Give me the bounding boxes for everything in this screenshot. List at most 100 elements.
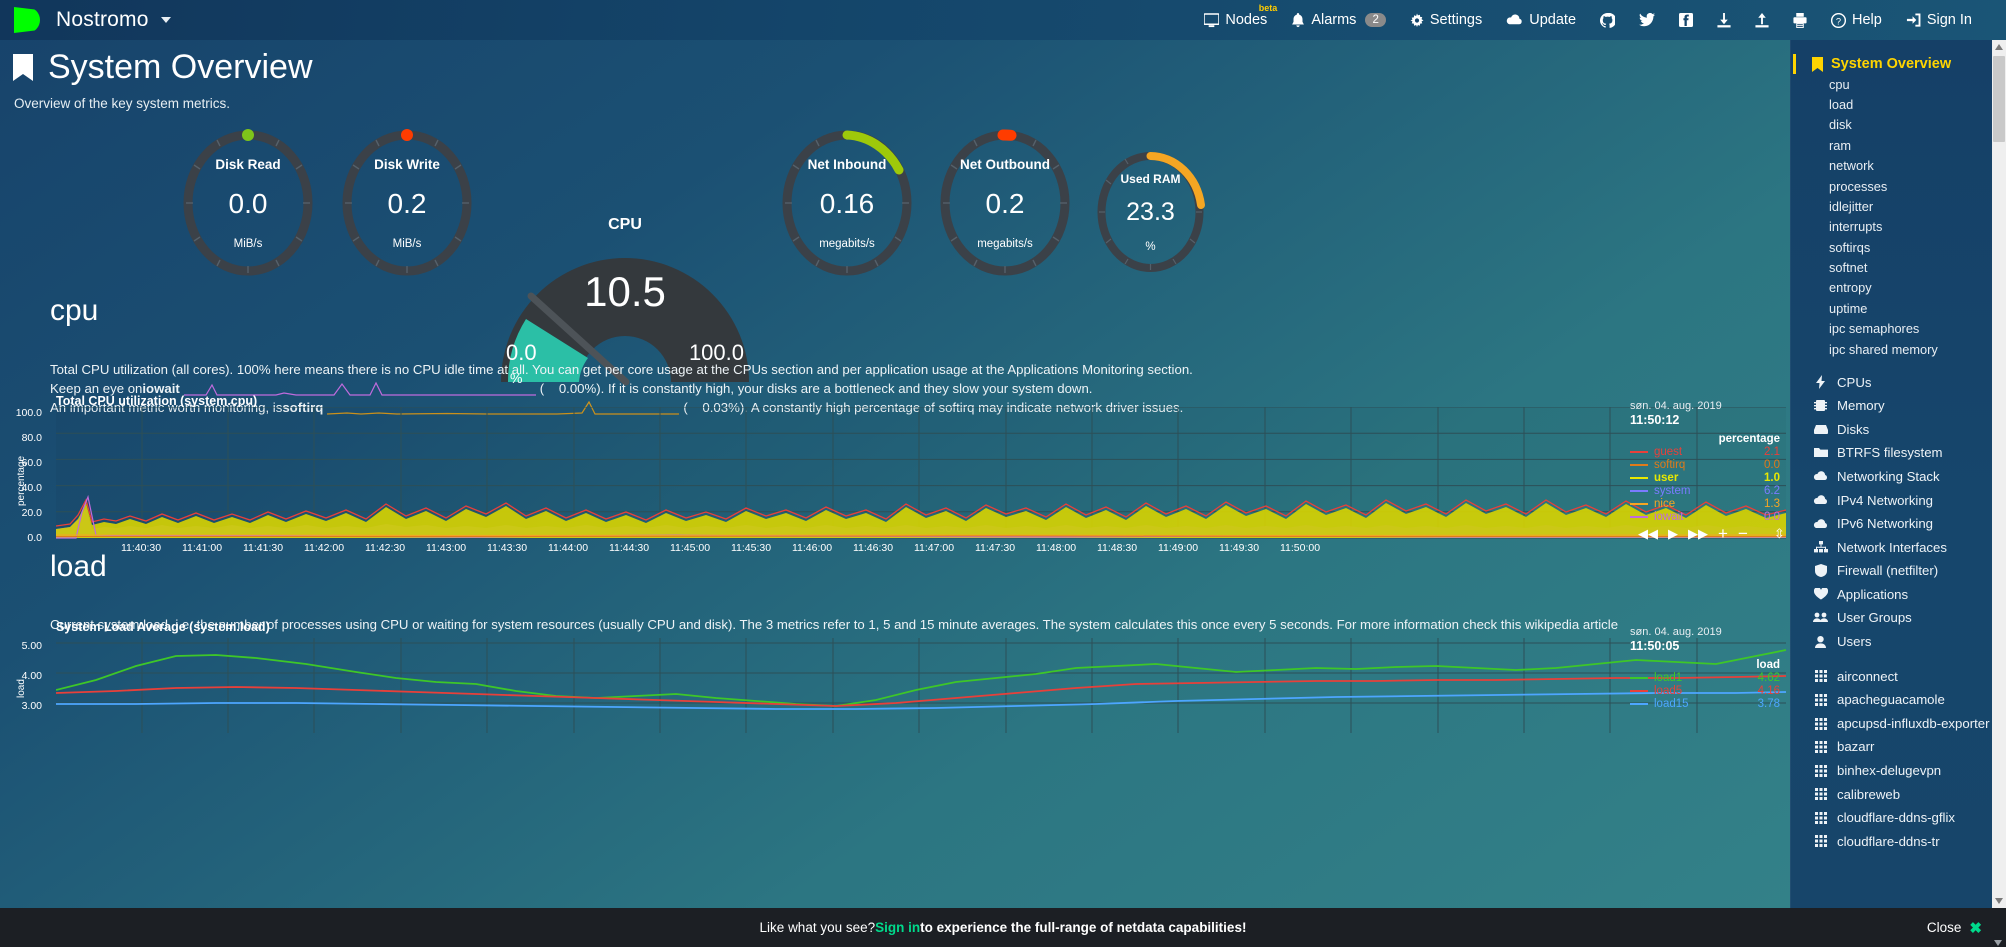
legend-item[interactable]: iowait 0.0	[1630, 511, 1780, 523]
sidebar-item-system-overview[interactable]: System Overview	[1793, 54, 2006, 74]
brand[interactable]: Nostromo	[0, 7, 171, 33]
forward-icon[interactable]: ▶▶	[1688, 526, 1708, 541]
gauge-disk-write[interactable]: Disk Write 0.2 MiB/s	[337, 128, 477, 278]
sidebar-item-uptime[interactable]: uptime	[1829, 300, 1868, 316]
page-scrollbar[interactable]	[1992, 40, 2006, 908]
chevron-down-icon[interactable]	[160, 17, 171, 23]
sidebar-item-users[interactable]: Users	[1791, 630, 2006, 654]
sidebar-item-interrupts[interactable]: interrupts	[1829, 219, 1883, 235]
export-icon	[1755, 12, 1769, 27]
close-icon[interactable]: ✖	[1969, 919, 1982, 937]
legend-item[interactable]: system 6.2	[1630, 485, 1780, 497]
sidebar-item-ipv4-networking[interactable]: IPv4 Networking	[1791, 488, 2006, 512]
scroll-down-caret-icon[interactable]	[1994, 940, 2002, 946]
sidebar-item-load[interactable]: load	[1829, 97, 1854, 113]
nav-alarms-label: Alarms	[1311, 12, 1357, 28]
nav-help[interactable]: ? Help	[1819, 0, 1894, 40]
sidebar-item-ipv6-networking[interactable]: IPv6 Networking	[1791, 512, 2006, 536]
legend-value: 4.16	[1757, 685, 1780, 697]
scroll-up-icon[interactable]	[1995, 44, 2003, 50]
gauge-net-inbound[interactable]: Net Inbound 0.16 megabits/s	[777, 128, 917, 278]
sidebar-item-memory[interactable]: Memory	[1791, 394, 2006, 418]
sidebar-item-ipc-shared-memory[interactable]: ipc shared memory	[1829, 341, 1938, 357]
sidebar-item-cloudflare-ddns-tr[interactable]: cloudflare-ddns-tr	[1791, 830, 2006, 854]
legend-item[interactable]: softirq 0.0	[1630, 459, 1780, 471]
sidebar-item-idlejitter[interactable]: idlejitter	[1829, 198, 1874, 214]
nav-nodes[interactable]: Nodes beta	[1192, 0, 1279, 40]
load-chart-container[interactable]: System Load Average (system.load) load 5…	[0, 620, 1790, 910]
sidebar-section-label: Users	[1837, 634, 1872, 650]
github-icon	[1600, 12, 1616, 28]
sidebar-item-firewall[interactable]: Firewall (netfilter)	[1791, 559, 2006, 583]
legend-label: softirq	[1654, 459, 1686, 471]
rewind-icon[interactable]: ◀◀	[1638, 526, 1658, 541]
cpu-para-2-paren-open: (	[539, 381, 559, 397]
scroll-down-icon[interactable]	[1995, 898, 2003, 904]
gauge-net-outbound[interactable]: Net Outbound 0.2 megabits/s	[935, 128, 1075, 278]
sidebar-item-calibreweb[interactable]: calibreweb	[1791, 782, 2006, 806]
sidebar-item-network-interfaces[interactable]: Network Interfaces	[1791, 535, 2006, 559]
sidebar-item-entropy[interactable]: entropy	[1829, 280, 1872, 296]
cpu-chart-container[interactable]: Total CPU utilization (system.cpu) perce…	[0, 394, 1790, 554]
xtick: 11:42:30	[364, 542, 406, 554]
gauge-disk-read[interactable]: Disk Read 0.0 MiB/s	[178, 128, 318, 278]
page-title: System Overview	[12, 48, 313, 87]
sidebar-item-airconnect[interactable]: airconnect	[1791, 664, 2006, 688]
sidebar-item-networking-stack[interactable]: Networking Stack	[1791, 465, 2006, 489]
nav-right-group: Nodes beta Alarms 2 Settings Update	[1192, 0, 2006, 40]
nav-twitter[interactable]	[1627, 0, 1667, 40]
iowait-value: 0.00%	[558, 381, 597, 397]
nav-alarms[interactable]: Alarms 2	[1279, 0, 1398, 40]
sidebar-item-disks[interactable]: Disks	[1791, 417, 2006, 441]
legend-item[interactable]: load1 4.62	[1630, 672, 1780, 684]
xtick: 11:43:30	[486, 542, 528, 554]
sidebar-item-ipc-semaphores[interactable]: ipc semaphores	[1829, 321, 1920, 337]
promo-signin-link[interactable]: Sign in	[875, 920, 921, 935]
sidebar-item-cpu[interactable]: cpu	[1829, 76, 1850, 92]
sidebar-item-btrfs-filesystem[interactable]: BTRFS filesystem	[1791, 441, 2006, 465]
sidebar-item-apacheguacamole[interactable]: apacheguacamole	[1791, 688, 2006, 712]
zoom-in-icon[interactable]: +	[1718, 524, 1728, 543]
sidebar-item-user-groups[interactable]: User Groups	[1791, 606, 2006, 630]
legend-item[interactable]: load15 3.78	[1630, 698, 1780, 710]
play-icon[interactable]: ▶	[1668, 526, 1678, 541]
sidebar-item-network[interactable]: network	[1829, 158, 1874, 174]
legend-item[interactable]: guest 2.1	[1630, 446, 1780, 458]
sidebar-item-softirqs[interactable]: softirqs	[1829, 239, 1871, 255]
nav-update[interactable]: Update	[1494, 0, 1588, 40]
cloud-icon	[1813, 471, 1828, 481]
legend-item[interactable]: load5 4.16	[1630, 685, 1780, 697]
sidebar-item-applications[interactable]: Applications	[1791, 583, 2006, 607]
legend-item[interactable]: nice 1.3	[1630, 498, 1780, 510]
gauge-used-ram[interactable]: Used RAM 23.3 %	[1093, 150, 1208, 274]
nav-settings[interactable]: Settings	[1398, 0, 1494, 40]
sidebar-item-apcupsd-influxdb-exporter[interactable]: apcupsd-influxdb-exporter	[1791, 712, 2006, 736]
nav-export[interactable]	[1743, 0, 1781, 40]
sidebar-item-cloudflare-ddns-gflix[interactable]: cloudflare-ddns-gflix	[1791, 806, 2006, 830]
nav-signin[interactable]: Sign In	[1894, 0, 1984, 40]
grid-icon	[1813, 764, 1828, 777]
gauge-value: 0.2	[985, 187, 1025, 219]
heartbeat-icon	[1813, 588, 1828, 600]
gauge-cpu[interactable]: CPU 10.5 0.0 % 100.0	[500, 216, 750, 397]
resize-icon[interactable]: ⇳	[1773, 526, 1785, 541]
nav-facebook[interactable]	[1667, 0, 1705, 40]
sidebar-item-ram[interactable]: ram	[1829, 137, 1852, 153]
sidebar-container-label: apacheguacamole	[1837, 692, 1945, 708]
legend-swatch	[1630, 464, 1648, 466]
scrollbar-thumb[interactable]	[1993, 56, 2005, 142]
nav-print[interactable]	[1781, 0, 1819, 40]
nav-import[interactable]	[1705, 0, 1743, 40]
sidebar-item-binhex-delugevpn[interactable]: binhex-delugevpn	[1791, 759, 2006, 783]
promo-close-button[interactable]: Close ✖	[1927, 919, 1982, 937]
legend-item[interactable]: user 1.0	[1630, 472, 1780, 484]
zoom-out-icon[interactable]: −	[1737, 524, 1748, 543]
nav-github[interactable]	[1588, 0, 1627, 40]
sidebar-item-processes[interactable]: processes	[1829, 178, 1888, 194]
sidebar-item-cpus[interactable]: CPUs	[1791, 370, 2006, 394]
legend-unit: percentage	[1718, 433, 1780, 445]
shield-icon	[1813, 564, 1828, 578]
sidebar-item-disk[interactable]: disk	[1829, 117, 1852, 133]
sidebar-item-softnet[interactable]: softnet	[1829, 260, 1868, 276]
sidebar-item-bazarr[interactable]: bazarr	[1791, 735, 2006, 759]
